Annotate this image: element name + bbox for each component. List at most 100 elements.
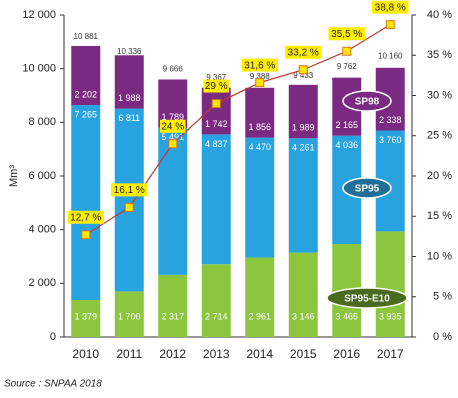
line-marker <box>211 99 221 109</box>
bar-value-label: 1 742 <box>205 119 228 129</box>
bar-segment <box>245 137 275 258</box>
y2-tick-label: 35 % <box>427 49 452 61</box>
legend-bubble <box>326 287 408 309</box>
bar-value-label: 4 470 <box>248 142 271 152</box>
bar-segment <box>245 257 275 337</box>
bar-value-label: 1 379 <box>74 311 97 321</box>
line-value-label: 38,8 % <box>375 2 406 13</box>
line-value-label: 33,2 % <box>288 47 319 58</box>
y-tick-label: 6 000 <box>28 170 56 182</box>
y-tick-label: 0 <box>50 331 56 343</box>
bar-value-label: 1 989 <box>292 123 315 133</box>
x-tick-label: 2015 <box>290 347 317 361</box>
legend-bubble <box>342 177 392 199</box>
y2-tick-label: 30 % <box>427 89 452 101</box>
label-box <box>328 27 365 41</box>
bar-segment <box>71 105 101 300</box>
line-marker <box>81 230 91 240</box>
total-label: 9 388 <box>250 72 271 81</box>
bar-segment <box>114 55 144 109</box>
bar-value-label: 4 261 <box>292 143 315 153</box>
label-box <box>67 210 104 224</box>
total-label: 9 433 <box>293 71 314 80</box>
y2-tick-label: 0 % <box>433 331 452 343</box>
y-tick-label: 4 000 <box>28 224 56 236</box>
total-label: 10 336 <box>117 47 142 56</box>
y2-tick-label: 20 % <box>427 170 452 182</box>
y2-tick-label: 10 % <box>427 250 452 262</box>
bar-segment <box>158 79 188 128</box>
label-box <box>203 79 230 93</box>
line-marker <box>124 202 134 212</box>
bar-segment <box>158 127 188 275</box>
bar-segment <box>288 138 318 253</box>
bar-segment <box>158 274 188 337</box>
bar-segment <box>375 231 405 337</box>
bar-segment <box>288 84 318 139</box>
x-tick-label: 2016 <box>333 347 360 361</box>
bar-value-label: 3 465 <box>335 311 358 321</box>
legend-label: SP95-E10 <box>344 294 390 305</box>
y-tick-label: 12 000 <box>22 9 56 21</box>
line-value-label: 29 % <box>205 81 228 92</box>
x-tick-label: 2012 <box>159 347 186 361</box>
bar-value-label: 2 165 <box>335 120 358 130</box>
bar-segment <box>201 264 231 337</box>
y-tick-label: 8 000 <box>28 116 56 128</box>
bar-value-label: 1 988 <box>118 93 141 103</box>
y2-tick-label: 25 % <box>427 130 452 142</box>
line-marker <box>342 46 352 56</box>
source: Source : SNPAA 2018 <box>4 379 102 390</box>
bar-value-label: 6 811 <box>118 113 140 123</box>
x-tick-label: 2010 <box>72 347 99 361</box>
line-value-label: 35,5 % <box>331 29 362 40</box>
bar-value-label: 4 036 <box>335 140 358 150</box>
x-tick-label: 2014 <box>246 347 273 361</box>
bar-segment <box>71 45 101 106</box>
bar-value-label: 2 714 <box>205 311 228 321</box>
y2-tick-label: 40 % <box>427 9 452 21</box>
bar-value-label: 1 789 <box>161 112 184 122</box>
bar-value-label: 2 317 <box>161 311 184 321</box>
bar-value-label: 3 935 <box>379 311 402 321</box>
line-value-label: 16,1 % <box>114 185 145 196</box>
total-label: 9 762 <box>337 62 358 71</box>
label-box <box>372 0 409 14</box>
bar-segment <box>114 108 144 292</box>
line-marker <box>298 65 308 75</box>
bar-value-label: 3 146 <box>292 311 315 321</box>
bar-value-label: 1 856 <box>248 122 271 132</box>
line <box>85 24 391 236</box>
legend-label: SP98 <box>355 97 380 108</box>
label-box <box>159 119 186 133</box>
bar-segment <box>201 87 231 135</box>
bar-segment <box>245 87 275 138</box>
x-tick-label: 2017 <box>377 347 404 361</box>
legend-label: SP95 <box>355 184 380 195</box>
line-value-label: 24 % <box>161 121 184 132</box>
total-label: 9 367 <box>206 73 227 82</box>
bar-value-label: 2 961 <box>248 311 271 321</box>
bar-segment <box>201 134 231 265</box>
bar-value-label: 2 202 <box>74 89 97 99</box>
bar-value-label: 1 700 <box>118 311 141 321</box>
x-tick-label: 2013 <box>203 347 230 361</box>
total-label: 9 666 <box>163 65 184 74</box>
label-box <box>111 183 148 197</box>
bar-segment <box>114 291 144 337</box>
line-marker <box>168 139 178 149</box>
y2-tick-label: 5 % <box>433 291 452 303</box>
y-tick-label: 2 000 <box>28 277 56 289</box>
bar-value-label: 7 265 <box>74 109 97 119</box>
legend-bubble <box>342 90 392 112</box>
label-box <box>241 58 278 72</box>
label-box <box>285 45 322 59</box>
total-label: 10 881 <box>74 32 99 41</box>
line-value-label: 31,6 % <box>244 60 275 71</box>
y-tick-label: 10 000 <box>22 63 56 75</box>
y-axis-label: Mm³ <box>8 165 20 187</box>
line-marker <box>385 20 395 30</box>
bar-value-label: 2 338 <box>379 115 402 125</box>
y2-tick-label: 15 % <box>427 210 452 222</box>
